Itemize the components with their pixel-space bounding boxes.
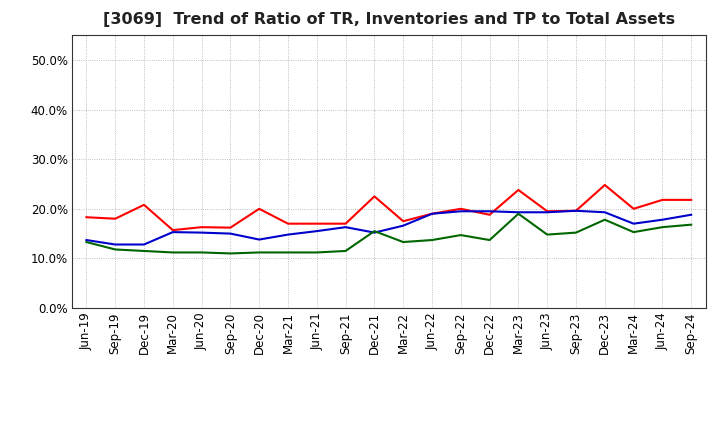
Inventories <box>456 209 465 214</box>
Inventories <box>255 237 264 242</box>
Trade Receivables <box>687 197 696 202</box>
Trade Payables <box>168 250 177 255</box>
Trade Payables <box>370 228 379 234</box>
Trade Receivables <box>284 221 292 226</box>
Trade Receivables <box>168 227 177 233</box>
Trade Receivables <box>600 182 609 187</box>
Trade Receivables <box>514 187 523 193</box>
Trade Payables <box>658 224 667 230</box>
Trade Receivables <box>456 206 465 212</box>
Trade Payables <box>399 239 408 245</box>
Trade Receivables <box>82 215 91 220</box>
Trade Payables <box>428 238 436 243</box>
Inventories <box>168 230 177 235</box>
Inventories <box>370 230 379 235</box>
Inventories <box>658 217 667 222</box>
Inventories <box>600 209 609 215</box>
Trade Payables <box>572 230 580 235</box>
Trade Payables <box>284 250 292 255</box>
Title: [3069]  Trend of Ratio of TR, Inventories and TP to Total Assets: [3069] Trend of Ratio of TR, Inventories… <box>103 12 675 27</box>
Inventories <box>572 208 580 213</box>
Inventories <box>140 242 148 247</box>
Trade Receivables <box>485 212 494 217</box>
Line: Trade Receivables: Trade Receivables <box>86 185 691 230</box>
Inventories <box>399 223 408 228</box>
Trade Payables <box>82 239 91 245</box>
Trade Payables <box>312 250 321 255</box>
Inventories <box>284 232 292 237</box>
Inventories <box>629 221 638 226</box>
Trade Receivables <box>197 224 206 230</box>
Trade Receivables <box>658 197 667 202</box>
Trade Receivables <box>255 206 264 212</box>
Trade Payables <box>485 238 494 243</box>
Trade Receivables <box>370 194 379 199</box>
Line: Inventories: Inventories <box>86 211 691 245</box>
Inventories <box>341 224 350 230</box>
Inventories <box>543 209 552 215</box>
Inventories <box>687 212 696 217</box>
Inventories <box>428 211 436 216</box>
Trade Payables <box>543 232 552 237</box>
Trade Payables <box>197 250 206 255</box>
Inventories <box>197 230 206 235</box>
Trade Payables <box>600 217 609 222</box>
Inventories <box>514 209 523 215</box>
Line: Trade Payables: Trade Payables <box>86 214 691 253</box>
Trade Payables <box>111 247 120 252</box>
Trade Receivables <box>226 225 235 230</box>
Trade Payables <box>456 232 465 238</box>
Inventories <box>226 231 235 236</box>
Trade Payables <box>341 248 350 253</box>
Trade Receivables <box>341 221 350 226</box>
Trade Receivables <box>572 208 580 213</box>
Inventories <box>485 209 494 214</box>
Trade Receivables <box>111 216 120 221</box>
Trade Receivables <box>543 209 552 214</box>
Inventories <box>312 228 321 234</box>
Trade Receivables <box>312 221 321 226</box>
Trade Payables <box>514 211 523 216</box>
Trade Receivables <box>629 206 638 212</box>
Inventories <box>82 238 91 243</box>
Trade Receivables <box>399 219 408 224</box>
Trade Payables <box>140 248 148 253</box>
Trade Payables <box>687 222 696 227</box>
Trade Payables <box>255 250 264 255</box>
Trade Receivables <box>140 202 148 208</box>
Trade Payables <box>226 251 235 256</box>
Trade Payables <box>629 230 638 235</box>
Inventories <box>111 242 120 247</box>
Trade Receivables <box>428 211 436 216</box>
